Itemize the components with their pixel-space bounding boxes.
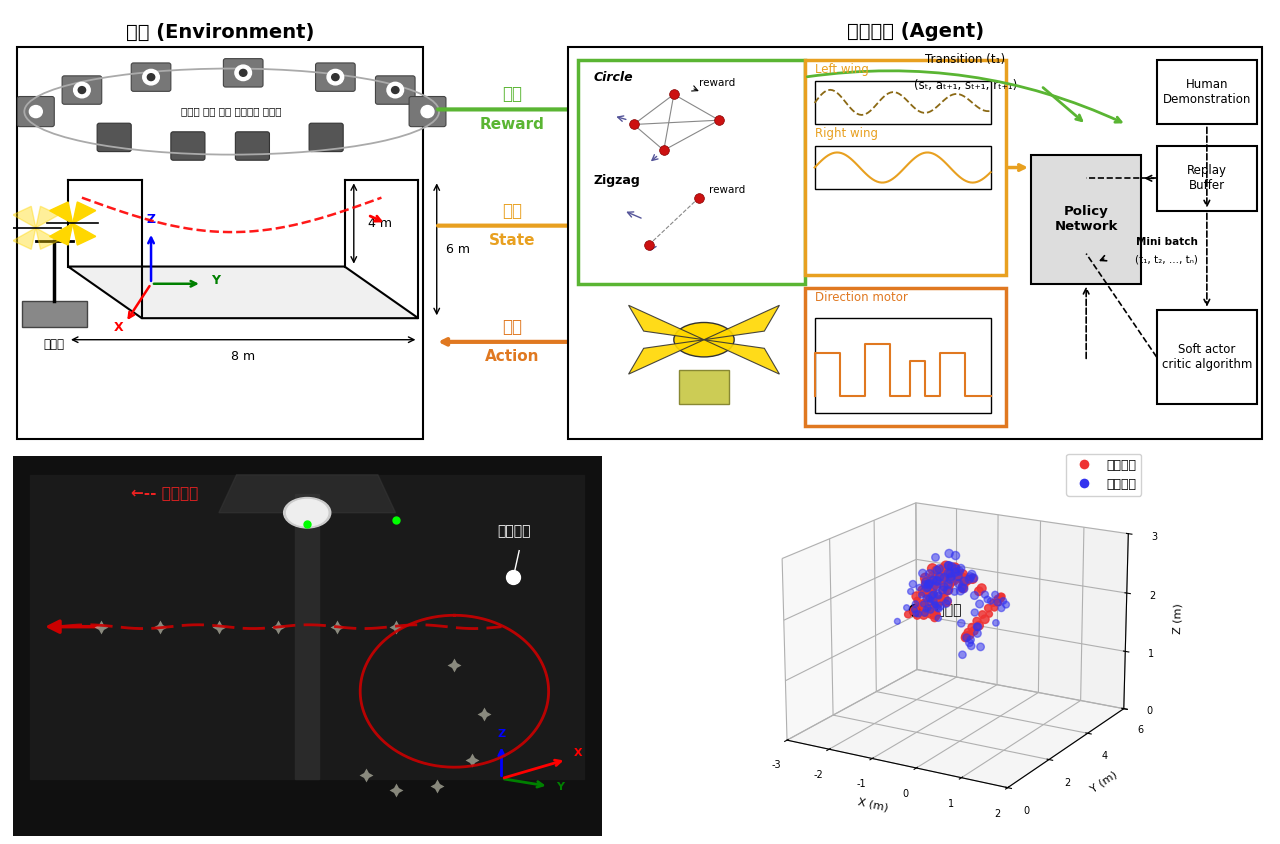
Polygon shape bbox=[36, 228, 59, 249]
Circle shape bbox=[421, 106, 434, 117]
Polygon shape bbox=[50, 224, 73, 245]
Text: 에이전트 (Agent): 에이전트 (Agent) bbox=[846, 23, 984, 41]
Text: State: State bbox=[489, 233, 535, 248]
Text: Y: Y bbox=[557, 782, 564, 792]
Text: Replay
Buffer: Replay Buffer bbox=[1187, 165, 1226, 192]
Legend: 실제경로, 예측경로: 실제경로, 예측경로 bbox=[1066, 453, 1142, 495]
Text: Y: Y bbox=[211, 273, 220, 287]
FancyBboxPatch shape bbox=[1030, 154, 1142, 284]
FancyBboxPatch shape bbox=[814, 318, 991, 413]
FancyBboxPatch shape bbox=[18, 96, 54, 127]
FancyBboxPatch shape bbox=[579, 60, 805, 284]
FancyBboxPatch shape bbox=[13, 456, 602, 836]
FancyBboxPatch shape bbox=[224, 58, 262, 87]
Polygon shape bbox=[219, 474, 396, 512]
Circle shape bbox=[332, 73, 339, 80]
Circle shape bbox=[29, 106, 42, 117]
Polygon shape bbox=[704, 339, 780, 374]
FancyBboxPatch shape bbox=[316, 63, 355, 91]
Text: 행동: 행동 bbox=[502, 318, 522, 336]
Text: reward: reward bbox=[709, 186, 745, 195]
Text: 보상: 보상 bbox=[502, 85, 522, 103]
Polygon shape bbox=[68, 267, 419, 318]
FancyBboxPatch shape bbox=[1157, 60, 1257, 124]
Text: Z: Z bbox=[498, 729, 506, 738]
FancyBboxPatch shape bbox=[308, 123, 343, 152]
Circle shape bbox=[78, 87, 86, 94]
Text: X: X bbox=[114, 321, 124, 334]
FancyBboxPatch shape bbox=[814, 146, 991, 189]
FancyBboxPatch shape bbox=[63, 76, 101, 105]
Polygon shape bbox=[628, 339, 704, 374]
Circle shape bbox=[392, 87, 399, 94]
Polygon shape bbox=[628, 306, 704, 339]
Ellipse shape bbox=[673, 322, 735, 357]
FancyBboxPatch shape bbox=[814, 81, 991, 124]
Polygon shape bbox=[50, 202, 73, 224]
Text: Policy
Network: Policy Network bbox=[1055, 205, 1117, 233]
Text: (t₁, t₂, ..., tₙ): (t₁, t₂, ..., tₙ) bbox=[1135, 254, 1198, 264]
FancyBboxPatch shape bbox=[18, 47, 422, 439]
Text: Human
Demonstration: Human Demonstration bbox=[1162, 78, 1251, 106]
X-axis label: X (m): X (m) bbox=[856, 797, 888, 814]
FancyBboxPatch shape bbox=[410, 96, 445, 127]
Text: (sₜ, aₜ₊₁, sₜ₊₁, rₜ₊₁): (sₜ, aₜ₊₁, sₜ₊₁, rₜ₊₁) bbox=[914, 79, 1018, 92]
Circle shape bbox=[287, 500, 328, 526]
Text: Transition (t₁): Transition (t₁) bbox=[925, 53, 1006, 67]
Text: ←-- 비행경로: ←-- 비행경로 bbox=[131, 486, 198, 501]
FancyBboxPatch shape bbox=[97, 123, 132, 152]
Polygon shape bbox=[73, 224, 96, 245]
Text: X: X bbox=[573, 748, 582, 758]
Polygon shape bbox=[31, 474, 584, 778]
Circle shape bbox=[284, 497, 330, 528]
FancyBboxPatch shape bbox=[132, 63, 170, 91]
Polygon shape bbox=[36, 206, 59, 228]
FancyBboxPatch shape bbox=[678, 370, 730, 404]
Circle shape bbox=[147, 73, 155, 80]
Polygon shape bbox=[13, 228, 36, 249]
Text: reward: reward bbox=[699, 78, 735, 88]
Circle shape bbox=[74, 83, 90, 98]
Text: Direction motor: Direction motor bbox=[814, 291, 908, 304]
Text: Soft actor
critic algorithm: Soft actor critic algorithm bbox=[1162, 343, 1252, 371]
FancyBboxPatch shape bbox=[22, 301, 87, 327]
Text: Right wing: Right wing bbox=[814, 127, 878, 140]
Text: Zigzag: Zigzag bbox=[594, 174, 640, 187]
Circle shape bbox=[143, 69, 159, 85]
FancyBboxPatch shape bbox=[1157, 146, 1257, 210]
Text: 초기위치: 초기위치 bbox=[498, 524, 531, 538]
Circle shape bbox=[239, 69, 247, 76]
FancyBboxPatch shape bbox=[1157, 310, 1257, 404]
Polygon shape bbox=[13, 206, 36, 228]
Text: 8 m: 8 m bbox=[232, 350, 255, 364]
Y-axis label: Y (m): Y (m) bbox=[1089, 769, 1119, 794]
FancyBboxPatch shape bbox=[375, 76, 415, 105]
FancyBboxPatch shape bbox=[568, 47, 1262, 439]
Circle shape bbox=[387, 83, 403, 98]
Text: 4 m: 4 m bbox=[367, 217, 392, 230]
Polygon shape bbox=[296, 494, 319, 778]
Text: Reward: Reward bbox=[480, 117, 544, 132]
FancyBboxPatch shape bbox=[805, 60, 1006, 275]
Circle shape bbox=[236, 65, 251, 80]
FancyBboxPatch shape bbox=[236, 132, 270, 160]
Text: 비행에 따른 보상 모니터링 시스템: 비행에 따른 보상 모니터링 시스템 bbox=[182, 106, 282, 116]
Circle shape bbox=[328, 69, 343, 85]
Text: Mini batch: Mini batch bbox=[1135, 237, 1198, 247]
Polygon shape bbox=[704, 306, 780, 339]
Text: 발사체: 발사체 bbox=[44, 338, 65, 351]
Polygon shape bbox=[73, 202, 96, 224]
Text: 환경 (Environment): 환경 (Environment) bbox=[125, 23, 315, 41]
Text: Left wing: Left wing bbox=[814, 62, 869, 76]
Text: Action: Action bbox=[485, 349, 539, 365]
FancyBboxPatch shape bbox=[805, 288, 1006, 425]
Text: 6 m: 6 m bbox=[445, 243, 470, 256]
Text: Circle: Circle bbox=[594, 71, 634, 84]
Text: 상태: 상태 bbox=[502, 202, 522, 219]
Text: Z: Z bbox=[146, 214, 156, 226]
FancyBboxPatch shape bbox=[170, 132, 205, 160]
